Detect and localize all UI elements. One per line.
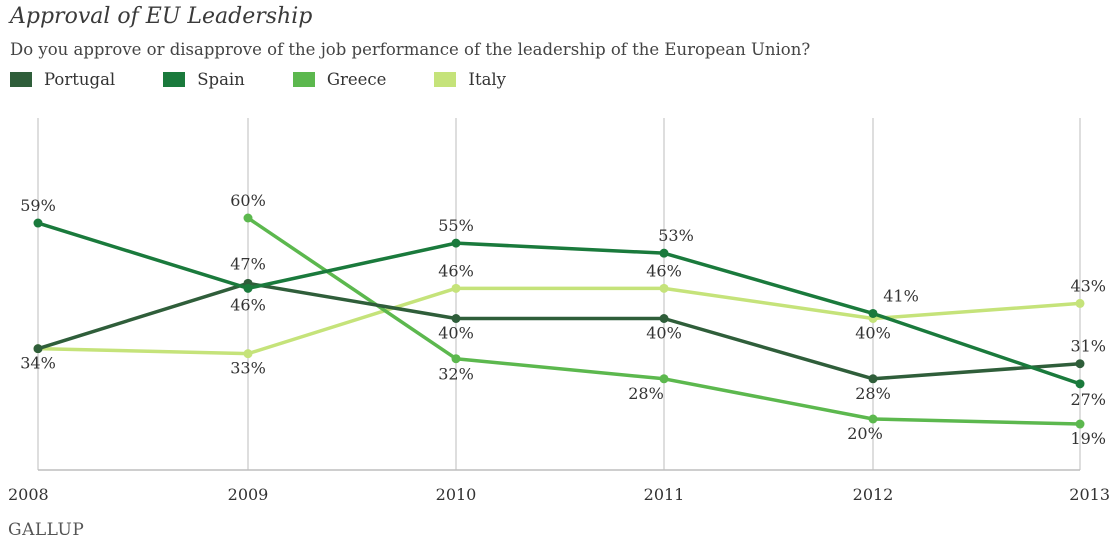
data-label: 28% (855, 384, 891, 403)
data-label: 46% (230, 295, 266, 314)
legend: Portugal Spain Greece Italy (10, 70, 554, 89)
data-label: 32% (438, 365, 474, 384)
legend-item-italy: Italy (434, 70, 506, 89)
legend-swatch-portugal (10, 72, 32, 87)
data-point-italy (659, 283, 669, 293)
data-label: 34% (20, 354, 56, 373)
data-point-italy (243, 349, 253, 359)
data-point-spain (33, 218, 43, 228)
data-point-italy (451, 283, 461, 293)
gallup-logo: GALLUP (8, 520, 85, 540)
data-label: 41% (883, 286, 919, 305)
legend-label-greece: Greece (326, 70, 387, 89)
data-label: 43% (1070, 276, 1106, 295)
data-point-portugal (33, 344, 43, 354)
data-label: 19% (1070, 429, 1106, 448)
legend-item-greece: Greece (292, 70, 387, 89)
data-label: 40% (855, 324, 891, 343)
data-label: 40% (438, 324, 474, 343)
data-point-greece (868, 414, 878, 424)
legend-swatch-greece (292, 72, 315, 87)
legend-label-portugal: Portugal (44, 70, 116, 89)
data-point-portugal (868, 374, 878, 384)
data-label: 20% (847, 424, 883, 443)
series-line-spain (37, 221, 1081, 386)
data-label: 59% (20, 196, 56, 215)
legend-label-italy: Italy (468, 70, 507, 89)
data-point-portugal (659, 314, 669, 323)
x-tick-label: 2011 (644, 485, 685, 504)
data-point-greece (1075, 419, 1085, 429)
legend-item-portugal: Portugal (10, 70, 115, 89)
x-tick-label: 2013 (1069, 485, 1110, 504)
data-label: 46% (438, 261, 474, 280)
x-tick-label: 2010 (436, 485, 477, 504)
x-tick-label: 2009 (228, 485, 269, 504)
legend-item-spain: Spain (163, 70, 245, 89)
data-label: 40% (646, 324, 682, 343)
data-label: 33% (230, 359, 266, 378)
data-label: 47% (230, 254, 266, 273)
data-point-greece (243, 213, 253, 223)
data-label: 55% (438, 216, 474, 235)
chart-title: Approval of EU Leadership (10, 4, 313, 29)
data-point-portugal (1075, 359, 1085, 369)
x-tick-label: 2008 (8, 485, 49, 504)
data-point-spain (451, 238, 461, 248)
series-line-italy (37, 286, 1081, 356)
series-line-portugal (37, 281, 1081, 381)
data-point-italy (1075, 298, 1085, 308)
data-label: 27% (1070, 390, 1106, 409)
data-label: 46% (646, 261, 682, 280)
data-label: 53% (658, 226, 694, 245)
data-point-spain (868, 308, 878, 318)
data-point-spain (659, 248, 669, 258)
legend-swatch-italy (434, 72, 457, 87)
data-point-portugal (451, 314, 461, 323)
data-point-greece (451, 354, 461, 364)
data-label: 60% (230, 191, 266, 210)
x-tick-label: 2012 (853, 485, 894, 504)
legend-swatch-spain (163, 72, 186, 87)
legend-label-spain: Spain (197, 70, 245, 89)
data-point-greece (659, 374, 669, 384)
data-label: 28% (628, 384, 664, 403)
chart-subtitle: Do you approve or disapprove of the job … (10, 40, 811, 59)
data-point-spain (1075, 379, 1085, 389)
data-point-spain (243, 283, 253, 293)
data-label: 31% (1070, 337, 1106, 356)
